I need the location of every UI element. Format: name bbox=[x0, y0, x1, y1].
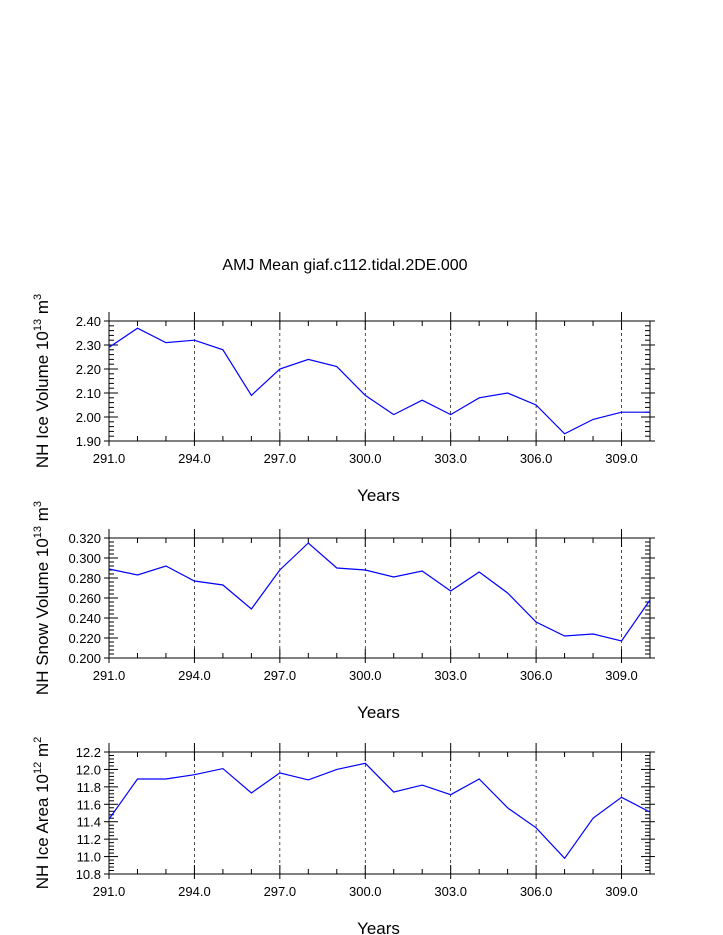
plot-frame bbox=[108, 320, 651, 442]
y-tick-label: 11.8 bbox=[77, 780, 101, 795]
y-tick-label: 11.0 bbox=[77, 850, 101, 865]
y-tick-label: 0.280 bbox=[68, 571, 101, 586]
x-axis-title: Years bbox=[357, 486, 400, 505]
x-tick-label: 297.0 bbox=[264, 668, 297, 683]
series-line bbox=[108, 327, 650, 435]
y-tick-label: 2.10 bbox=[76, 386, 101, 401]
x-tick-label: 294.0 bbox=[178, 451, 211, 466]
panel-snow-volume: 291.0 294.0 297.0 300.0 303.0 306.0 309.0 0.200… bbox=[32, 501, 655, 722]
y-tick-label: 12.2 bbox=[76, 745, 101, 760]
x-tick-label: 306.0 bbox=[520, 668, 553, 683]
y-tick-label: 0.240 bbox=[68, 611, 101, 626]
y-tick-label: 1.90 bbox=[76, 434, 101, 449]
x-tick-label: 306.0 bbox=[520, 451, 553, 466]
y-tick-label: 11.6 bbox=[77, 797, 101, 812]
y-tick-label: 11.2 bbox=[77, 832, 101, 847]
x-tick-label: 309.0 bbox=[605, 668, 638, 683]
x-tick-label: 300.0 bbox=[349, 884, 382, 899]
y-tick-label: 0.320 bbox=[68, 531, 101, 546]
y-tick-label: 2.00 bbox=[76, 410, 101, 425]
x-tick-label: 297.0 bbox=[264, 451, 297, 466]
y-tick-label: 0.200 bbox=[68, 651, 101, 666]
y-tick-label: 11.4 bbox=[77, 815, 101, 830]
x-axis-title: Years bbox=[357, 919, 400, 935]
x-tick-label: 303.0 bbox=[434, 451, 467, 466]
y-axis-title: NH Ice Area 1012 m2 bbox=[32, 737, 52, 890]
series-line bbox=[108, 762, 651, 860]
y-axis-title: NH Ice Volume 1013 m3 bbox=[32, 294, 52, 468]
x-tick-label: 303.0 bbox=[434, 884, 467, 899]
x-tick-label: 300.0 bbox=[349, 668, 382, 683]
y-tick-label: 2.40 bbox=[76, 314, 101, 329]
panels: 291.0 294.0 297.0 300.0 303.0 306.0 309.0 1.90 2… bbox=[32, 294, 655, 935]
y-tick-label: 12.0 bbox=[76, 762, 101, 777]
y-tick-label: 10.8 bbox=[76, 867, 101, 882]
panel-ice-area: 291.0 294.0 297.0 300.0 303.0 306.0 309.0 10.8 1… bbox=[32, 737, 655, 935]
y-axis-title: NH Snow Volume 1013 m3 bbox=[32, 501, 52, 695]
x-tick-label: 291.0 bbox=[93, 884, 126, 899]
x-tick-label: 309.0 bbox=[605, 884, 638, 899]
x-tick-label: 306.0 bbox=[520, 884, 553, 899]
plot-frame bbox=[108, 751, 651, 875]
y-tick-label: 0.260 bbox=[68, 591, 101, 606]
x-tick-label: 291.0 bbox=[93, 451, 126, 466]
plot-frame bbox=[108, 537, 651, 659]
y-tick-label: 2.30 bbox=[76, 338, 101, 353]
x-tick-label: 297.0 bbox=[264, 884, 297, 899]
x-tick-label: 309.0 bbox=[605, 451, 638, 466]
y-tick-label: 0.300 bbox=[68, 551, 101, 566]
y-tick-label: 2.20 bbox=[76, 362, 101, 377]
x-tick-label: 300.0 bbox=[349, 451, 382, 466]
y-tick-label: 0.220 bbox=[68, 631, 101, 646]
x-tick-label: 303.0 bbox=[434, 668, 467, 683]
chart-title: AMJ Mean giaf.c112.tidal.2DE.000 bbox=[222, 257, 467, 274]
x-axis-title: Years bbox=[357, 703, 400, 722]
x-tick-label: 294.0 bbox=[178, 668, 211, 683]
panel-ice-volume: 291.0 294.0 297.0 300.0 303.0 306.0 309.0 1.90 2… bbox=[32, 294, 655, 505]
x-tick-label: 291.0 bbox=[93, 668, 126, 683]
x-tick-label: 294.0 bbox=[178, 884, 211, 899]
series-line bbox=[108, 542, 651, 642]
